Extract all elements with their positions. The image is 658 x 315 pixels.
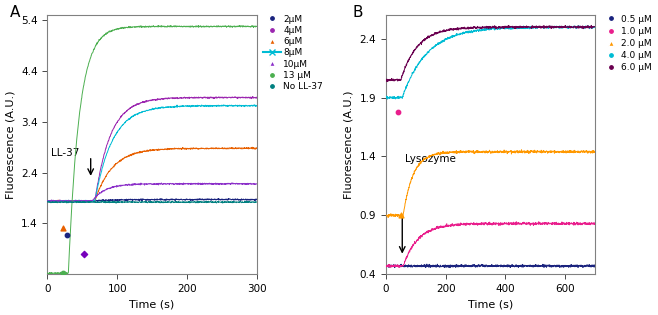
Y-axis label: Fluorescence (A.U.): Fluorescence (A.U.) xyxy=(5,90,16,199)
Point xyxy=(78,251,89,256)
Point xyxy=(57,226,68,231)
Text: Lysozyme: Lysozyme xyxy=(405,154,456,164)
Point xyxy=(393,109,403,114)
X-axis label: Time (s): Time (s) xyxy=(130,300,174,309)
Text: LL-37: LL-37 xyxy=(51,148,80,158)
Point xyxy=(57,271,68,276)
Y-axis label: Fluorescence (A.U.): Fluorescence (A.U.) xyxy=(344,90,354,199)
Legend: 2μM, 4μM, 6μM, 8μM, 10μM, 13 μM, No LL-37: 2μM, 4μM, 6μM, 8μM, 10μM, 13 μM, No LL-3… xyxy=(263,14,323,91)
Legend: 0.5 μM, 1.0 μM, 2.0 μM, 4.0 μM, 6.0 μM: 0.5 μM, 1.0 μM, 2.0 μM, 4.0 μM, 6.0 μM xyxy=(601,14,652,72)
X-axis label: Time (s): Time (s) xyxy=(468,300,513,309)
Text: B: B xyxy=(352,5,363,20)
Point xyxy=(395,213,406,218)
Text: A: A xyxy=(10,5,20,20)
Point xyxy=(62,232,72,237)
